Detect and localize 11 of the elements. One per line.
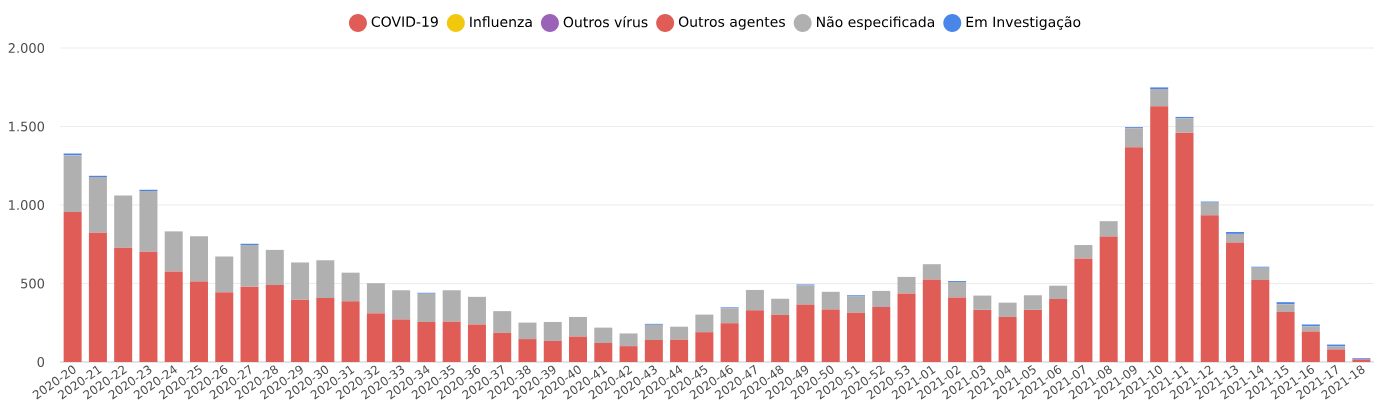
y-tick-label: 2.000 <box>8 43 45 53</box>
y-tick-label: 0 <box>37 357 45 367</box>
legend-label: COVID-19 <box>371 16 438 27</box>
legend-label: Outros agentes <box>678 16 785 30</box>
y-tick-label: 500 <box>21 278 45 289</box>
y-tick-label: 1.000 <box>9 200 45 210</box>
y-tick-label: 1.500 <box>9 121 45 132</box>
legend-label: Influenza <box>470 16 532 28</box>
legend-label: Outros vírus <box>563 15 648 28</box>
legend-label: Não especificada <box>817 16 935 30</box>
legend-label: Em Investigação <box>966 16 1081 30</box>
